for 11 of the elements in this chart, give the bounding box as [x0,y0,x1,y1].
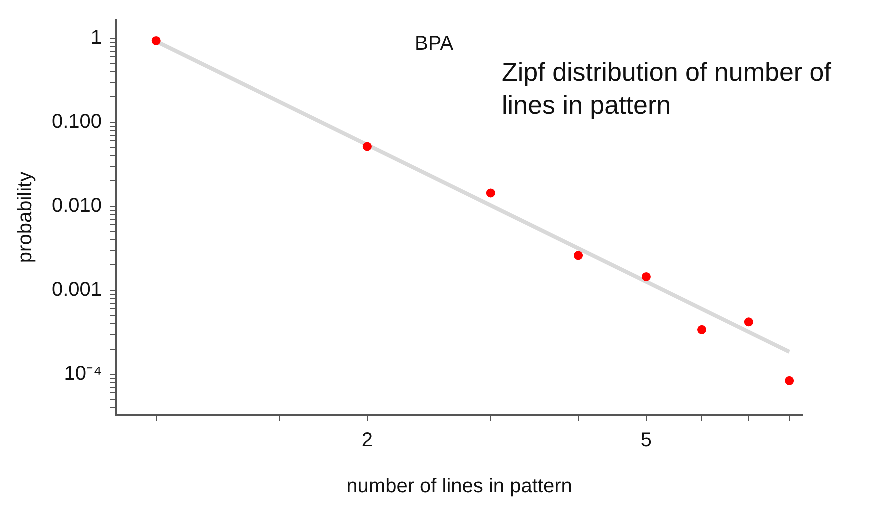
x-tick-label: 5 [640,430,652,452]
annotation: Zipf distribution of number of lines in pattern [502,56,832,122]
annotation: BPA [415,33,454,56]
y-tick-label: 10⁻⁴ [64,363,102,386]
y-tick-label: 1 [90,27,102,50]
y-tick-label: 0.100 [52,111,102,134]
y-axis-title: probability [14,172,37,264]
x-axis-title: number of lines in pattern [346,476,572,498]
y-tick-label: 0.010 [52,195,102,218]
y-tick-label: 0.001 [52,279,102,302]
x-tick-label: 2 [362,430,374,452]
